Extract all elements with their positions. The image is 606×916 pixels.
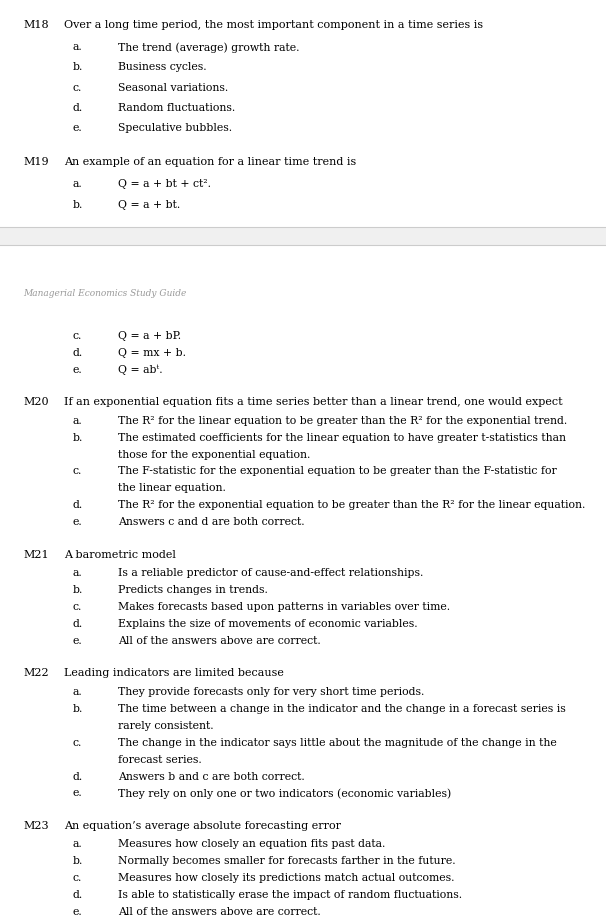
Text: d.: d. <box>73 103 83 113</box>
Text: Measures how closely an equation fits past data.: Measures how closely an equation fits pa… <box>118 839 385 849</box>
Text: M18: M18 <box>23 20 48 30</box>
Text: Managerial Economics Study Guide: Managerial Economics Study Guide <box>23 289 187 298</box>
Text: Measures how closely its predictions match actual outcomes.: Measures how closely its predictions mat… <box>118 873 454 883</box>
Text: Over a long time period, the most important component in a time series is: Over a long time period, the most import… <box>64 20 483 30</box>
Text: b.: b. <box>73 200 83 210</box>
Text: rarely consistent.: rarely consistent. <box>118 721 214 731</box>
Text: c.: c. <box>73 737 82 747</box>
Text: d.: d. <box>73 890 83 900</box>
Text: M20: M20 <box>23 397 48 407</box>
Text: M23: M23 <box>23 821 48 831</box>
Text: a.: a. <box>73 839 82 849</box>
Text: A barometric model: A barometric model <box>64 550 176 560</box>
Text: d.: d. <box>73 619 83 629</box>
Text: a.: a. <box>73 180 82 190</box>
Text: a.: a. <box>73 568 82 578</box>
Text: c.: c. <box>73 602 82 612</box>
Text: They rely on only one or two indicators (economic variables): They rely on only one or two indicators … <box>118 789 451 799</box>
Text: Explains the size of movements of economic variables.: Explains the size of movements of econom… <box>118 619 418 629</box>
Text: e.: e. <box>73 518 82 528</box>
Text: forecast series.: forecast series. <box>118 755 202 765</box>
Text: Predicts changes in trends.: Predicts changes in trends. <box>118 585 268 595</box>
Text: All of the answers above are correct.: All of the answers above are correct. <box>118 907 321 916</box>
Text: e.: e. <box>73 789 82 799</box>
Text: The R² for the exponential equation to be greater than the R² for the linear equ: The R² for the exponential equation to b… <box>118 500 585 510</box>
Text: An equation’s average absolute forecasting error: An equation’s average absolute forecasti… <box>64 821 341 831</box>
Text: They provide forecasts only for very short time periods.: They provide forecasts only for very sho… <box>118 687 425 697</box>
Text: M21: M21 <box>23 550 48 560</box>
Text: b.: b. <box>73 585 83 595</box>
Text: e.: e. <box>73 365 82 375</box>
Text: c.: c. <box>73 873 82 883</box>
Text: Q = a + bt + ct².: Q = a + bt + ct². <box>118 180 211 190</box>
Text: those for the exponential equation.: those for the exponential equation. <box>118 450 310 460</box>
Text: b.: b. <box>73 703 83 714</box>
Text: a.: a. <box>73 416 82 426</box>
Text: b.: b. <box>73 856 83 867</box>
Text: Is a reliable predictor of cause-and-effect relationships.: Is a reliable predictor of cause-and-eff… <box>118 568 424 578</box>
Text: Seasonal variations.: Seasonal variations. <box>118 82 228 93</box>
Text: a.: a. <box>73 42 82 52</box>
Text: The change in the indicator says little about the magnitude of the change in the: The change in the indicator says little … <box>118 737 557 747</box>
Text: e.: e. <box>73 907 82 916</box>
Text: The estimated coefficients for the linear equation to have greater t-statistics : The estimated coefficients for the linea… <box>118 432 566 442</box>
Text: the linear equation.: the linear equation. <box>118 484 226 494</box>
Text: Leading indicators are limited because: Leading indicators are limited because <box>64 668 284 678</box>
Text: Q = a + bt.: Q = a + bt. <box>118 200 181 210</box>
Text: Q = mx + b.: Q = mx + b. <box>118 348 186 358</box>
Text: Answers c and d are both correct.: Answers c and d are both correct. <box>118 518 305 528</box>
Text: Speculative bubbles.: Speculative bubbles. <box>118 123 232 133</box>
Text: The F-statistic for the exponential equation to be greater than the F-statistic : The F-statistic for the exponential equa… <box>118 466 557 476</box>
Text: b.: b. <box>73 432 83 442</box>
Text: d.: d. <box>73 500 83 510</box>
Text: Normally becomes smaller for forecasts farther in the future.: Normally becomes smaller for forecasts f… <box>118 856 456 867</box>
Text: M22: M22 <box>23 668 48 678</box>
Text: c.: c. <box>73 466 82 476</box>
Text: b.: b. <box>73 62 83 72</box>
Text: c.: c. <box>73 331 82 341</box>
Text: c.: c. <box>73 82 82 93</box>
Text: M19: M19 <box>23 158 48 168</box>
Text: e.: e. <box>73 636 82 646</box>
Text: d.: d. <box>73 348 83 358</box>
Text: The time between a change in the indicator and the change in a forecast series i: The time between a change in the indicat… <box>118 703 566 714</box>
Text: e.: e. <box>73 123 82 133</box>
Text: If an exponential equation fits a time series better than a linear trend, one wo: If an exponential equation fits a time s… <box>64 397 562 407</box>
Text: All of the answers above are correct.: All of the answers above are correct. <box>118 636 321 646</box>
Text: Answers b and c are both correct.: Answers b and c are both correct. <box>118 771 305 781</box>
Text: Business cycles.: Business cycles. <box>118 62 207 72</box>
Text: The trend (average) growth rate.: The trend (average) growth rate. <box>118 42 300 53</box>
Text: An example of an equation for a linear time trend is: An example of an equation for a linear t… <box>64 158 356 168</box>
Text: a.: a. <box>73 687 82 697</box>
Text: Q = abᵗ.: Q = abᵗ. <box>118 365 163 376</box>
Text: Makes forecasts based upon patterns in variables over time.: Makes forecasts based upon patterns in v… <box>118 602 450 612</box>
Text: Q = a + bP.: Q = a + bP. <box>118 331 181 341</box>
Text: The R² for the linear equation to be greater than the R² for the exponential tre: The R² for the linear equation to be gre… <box>118 416 567 426</box>
Text: Random fluctuations.: Random fluctuations. <box>118 103 235 113</box>
Text: Is able to statistically erase the impact of random fluctuations.: Is able to statistically erase the impac… <box>118 890 462 900</box>
Text: d.: d. <box>73 771 83 781</box>
